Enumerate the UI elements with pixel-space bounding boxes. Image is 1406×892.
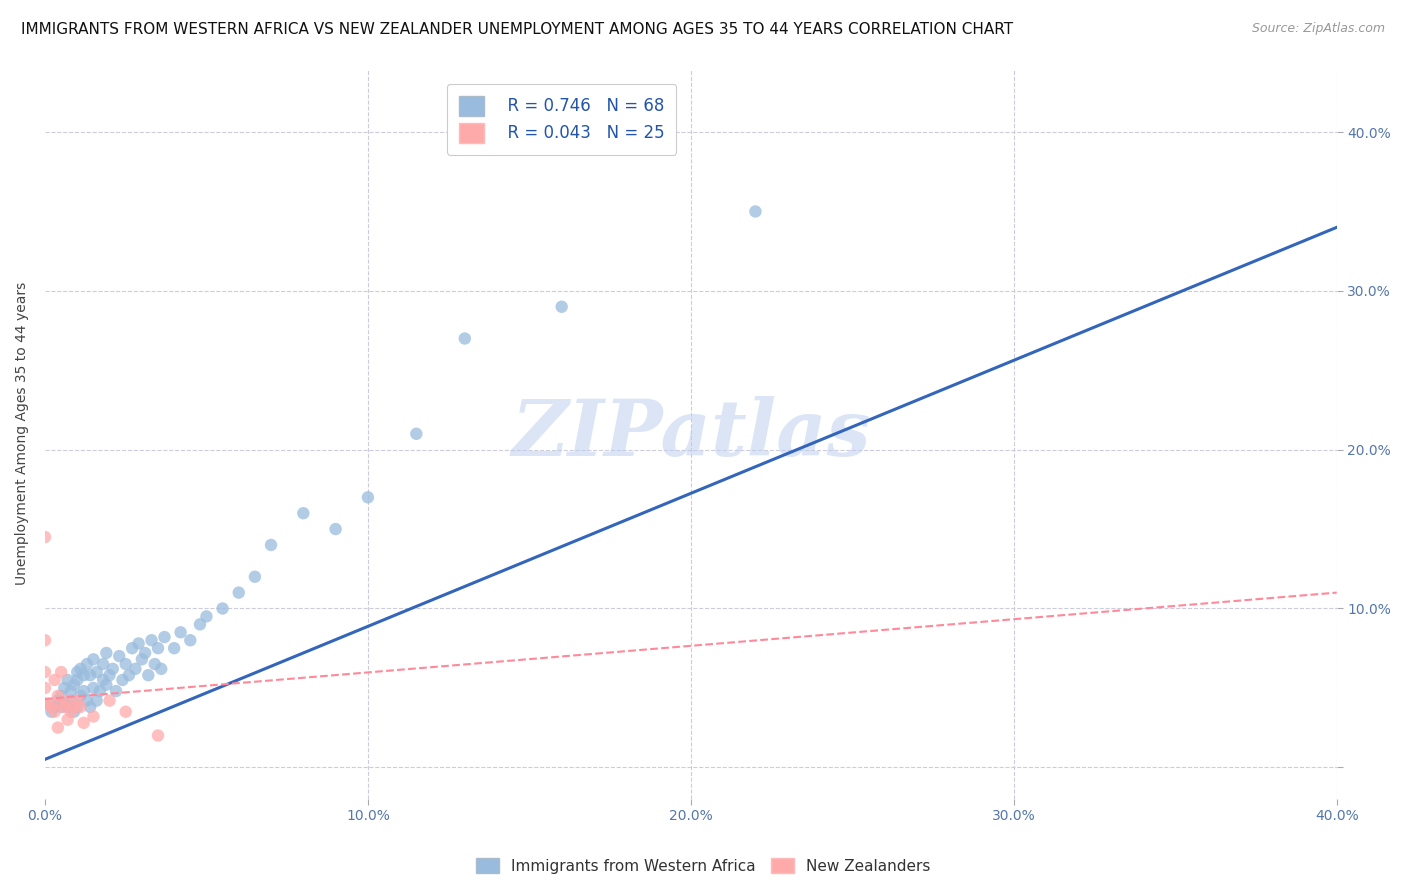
Point xyxy=(105,684,128,698)
Point xyxy=(44,673,66,687)
Point xyxy=(41,700,63,714)
Point xyxy=(146,641,169,656)
Text: Source: ZipAtlas.com: Source: ZipAtlas.com xyxy=(1251,22,1385,36)
Point xyxy=(128,636,150,650)
Point xyxy=(49,697,72,711)
Point xyxy=(121,641,143,656)
Point xyxy=(96,646,118,660)
Point xyxy=(53,700,76,714)
Point xyxy=(228,585,250,599)
Point xyxy=(37,697,59,711)
Point xyxy=(49,700,72,714)
Point xyxy=(91,673,114,687)
Point xyxy=(56,713,79,727)
Point xyxy=(73,715,96,730)
Point xyxy=(34,530,56,544)
Point xyxy=(211,601,233,615)
Point xyxy=(53,681,76,695)
Y-axis label: Unemployment Among Ages 35 to 44 years: Unemployment Among Ages 35 to 44 years xyxy=(15,282,30,585)
Point xyxy=(124,662,146,676)
Point xyxy=(56,700,79,714)
Point xyxy=(169,625,191,640)
Point xyxy=(34,697,56,711)
Point xyxy=(357,491,380,505)
Point xyxy=(96,678,118,692)
Point xyxy=(79,700,101,714)
Point xyxy=(59,684,82,698)
Point xyxy=(134,646,156,660)
Point xyxy=(744,204,766,219)
Point xyxy=(69,689,91,703)
Point xyxy=(108,649,131,664)
Point xyxy=(49,689,72,703)
Point xyxy=(153,630,176,644)
Point xyxy=(188,617,211,632)
Point xyxy=(34,665,56,679)
Point xyxy=(66,700,89,714)
Point xyxy=(56,693,79,707)
Point xyxy=(82,709,104,723)
Point xyxy=(46,693,69,707)
Point xyxy=(56,673,79,687)
Point xyxy=(59,705,82,719)
Point xyxy=(82,681,104,695)
Point xyxy=(41,705,63,719)
Point xyxy=(550,300,572,314)
Point xyxy=(179,633,201,648)
Point xyxy=(69,700,91,714)
Text: ZIPatlas: ZIPatlas xyxy=(512,395,870,472)
Point xyxy=(34,681,56,695)
Point xyxy=(63,700,86,714)
Point xyxy=(66,665,89,679)
Point xyxy=(49,665,72,679)
Point xyxy=(325,522,347,536)
Point xyxy=(46,721,69,735)
Point xyxy=(136,668,159,682)
Point xyxy=(292,506,315,520)
Point xyxy=(98,668,121,682)
Point xyxy=(118,668,141,682)
Point xyxy=(73,684,96,698)
Point xyxy=(98,693,121,707)
Text: IMMIGRANTS FROM WESTERN AFRICA VS NEW ZEALANDER UNEMPLOYMENT AMONG AGES 35 TO 44: IMMIGRANTS FROM WESTERN AFRICA VS NEW ZE… xyxy=(21,22,1014,37)
Point xyxy=(44,700,66,714)
Point xyxy=(79,668,101,682)
Point xyxy=(114,657,136,671)
Point xyxy=(405,426,427,441)
Legend: Immigrants from Western Africa, New Zealanders: Immigrants from Western Africa, New Zeal… xyxy=(470,852,936,880)
Point xyxy=(34,697,56,711)
Point xyxy=(63,705,86,719)
Point xyxy=(131,652,153,666)
Point xyxy=(86,693,108,707)
Point xyxy=(111,673,134,687)
Point xyxy=(91,657,114,671)
Point xyxy=(34,633,56,648)
Point xyxy=(66,693,89,707)
Point xyxy=(195,609,218,624)
Point xyxy=(146,729,169,743)
Point xyxy=(141,633,163,648)
Point xyxy=(143,657,166,671)
Point xyxy=(59,693,82,707)
Point xyxy=(44,705,66,719)
Point xyxy=(89,684,111,698)
Point xyxy=(76,657,98,671)
Point xyxy=(69,662,91,676)
Point xyxy=(150,662,173,676)
Point xyxy=(454,331,477,345)
Point xyxy=(76,693,98,707)
Point xyxy=(53,697,76,711)
Point xyxy=(63,678,86,692)
Point xyxy=(101,662,124,676)
Point xyxy=(82,652,104,666)
Point xyxy=(260,538,283,552)
Point xyxy=(114,705,136,719)
Legend:   R = 0.746   N = 68,   R = 0.043   N = 25: R = 0.746 N = 68, R = 0.043 N = 25 xyxy=(447,84,676,155)
Point xyxy=(86,665,108,679)
Point xyxy=(243,570,266,584)
Point xyxy=(66,673,89,687)
Point xyxy=(46,689,69,703)
Point xyxy=(73,668,96,682)
Point xyxy=(163,641,186,656)
